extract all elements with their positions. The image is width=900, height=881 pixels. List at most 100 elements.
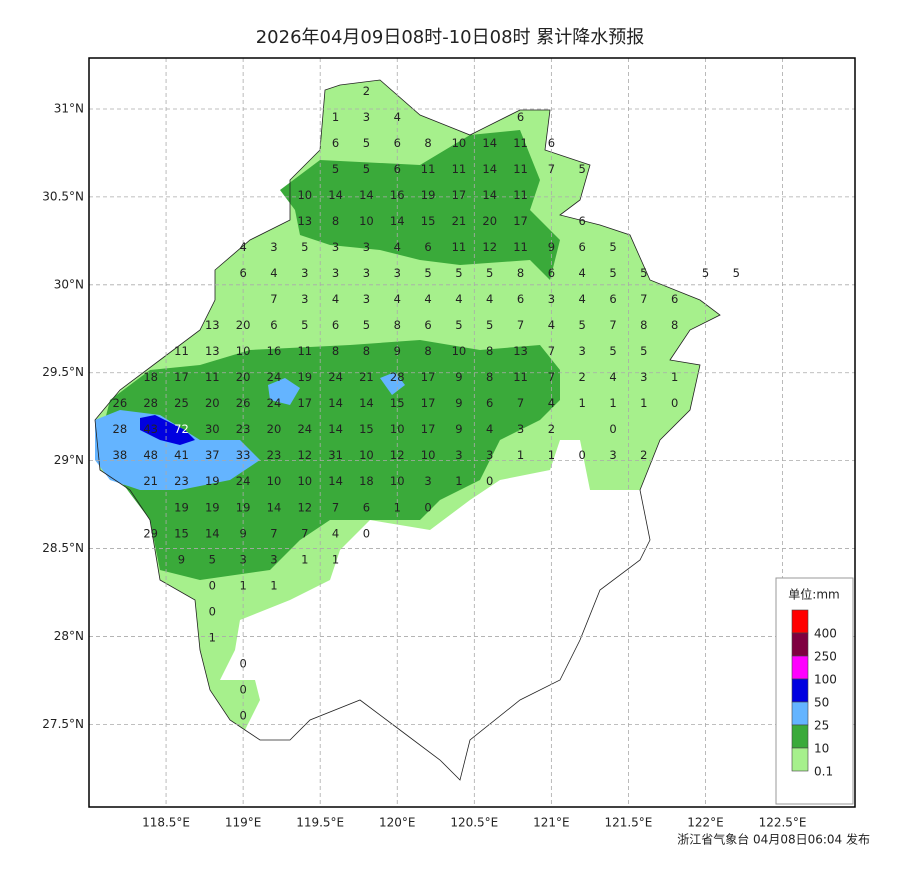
station-value: 17 (174, 370, 189, 384)
station-value: 5 (609, 344, 616, 358)
station-value: 24 (267, 396, 282, 410)
station-value: 0 (424, 500, 431, 514)
station-value: 15 (390, 396, 405, 410)
station-value: 1 (640, 396, 647, 410)
station-value: 6 (332, 136, 339, 150)
y-tick-label: 30.5°N (42, 189, 84, 203)
station-value: 11 (513, 136, 528, 150)
y-tick-label: 29°N (54, 453, 84, 467)
station-value: 3 (517, 422, 524, 436)
x-tick-label: 120°E (379, 816, 416, 830)
station-value: 6 (548, 136, 555, 150)
x-tick-label: 118.5°E (142, 816, 190, 830)
station-value: 6 (394, 136, 401, 150)
station-value: 8 (640, 318, 647, 332)
station-value: 19 (205, 474, 220, 488)
station-value: 3 (609, 448, 616, 462)
station-value: 16 (390, 188, 405, 202)
y-tick-label: 29.5°N (42, 365, 84, 379)
station-value: 7 (332, 500, 339, 514)
station-value: 21 (143, 474, 158, 488)
station-value: 1 (609, 396, 616, 410)
station-value: 3 (363, 266, 370, 280)
station-value: 7 (517, 318, 524, 332)
station-value: 4 (332, 292, 339, 306)
station-value: 3 (424, 474, 431, 488)
station-value: 8 (332, 214, 339, 228)
footer: 浙江省气象台 04月08日06:04 发布 (677, 832, 870, 847)
station-value: 38 (113, 448, 128, 462)
station-value: 15 (359, 422, 374, 436)
station-value: 11 (513, 188, 528, 202)
station-value: 6 (548, 266, 555, 280)
station-value: 11 (513, 240, 528, 254)
y-tick-label: 31°N (54, 101, 84, 115)
station-value: 10 (421, 448, 436, 462)
station-value: 24 (236, 474, 251, 488)
province-outline (94, 79, 721, 781)
station-value: 3 (332, 266, 339, 280)
station-value: 5 (363, 318, 370, 332)
station-value: 23 (174, 474, 189, 488)
station-value: 18 (143, 370, 158, 384)
station-value: 4 (486, 292, 493, 306)
station-value: 1 (517, 448, 524, 462)
station-value: 5 (609, 240, 616, 254)
station-value: 3 (455, 448, 462, 462)
station-value: 2 (548, 422, 555, 436)
station-value: 4 (455, 292, 462, 306)
legend-label: 250 (814, 650, 837, 664)
station-value: 6 (517, 110, 524, 124)
station-value: 17 (421, 422, 436, 436)
station-value: 14 (359, 396, 374, 410)
station-value: 26 (236, 396, 251, 410)
station-value: 4 (424, 292, 431, 306)
station-value: 29 (143, 526, 158, 540)
y-tick-label: 27.5°N (42, 717, 84, 731)
station-value: 37 (205, 448, 220, 462)
station-value: 8 (517, 266, 524, 280)
station-value: 11 (452, 240, 467, 254)
x-tick-label: 119.5°E (296, 816, 344, 830)
station-value: 6 (486, 396, 493, 410)
station-value: 5 (579, 162, 586, 176)
station-value: 48 (143, 448, 158, 462)
station-value: 5 (640, 266, 647, 280)
station-value: 7 (270, 292, 277, 306)
station-value: 10 (390, 474, 405, 488)
station-value: 8 (671, 318, 678, 332)
station-value: 4 (394, 110, 401, 124)
station-value: 7 (270, 526, 277, 540)
station-value: 6 (424, 318, 431, 332)
station-value: 13 (297, 214, 312, 228)
station-value: 17 (421, 396, 436, 410)
station-value: 0 (239, 708, 246, 722)
station-value: 5 (363, 162, 370, 176)
station-value: 24 (267, 370, 282, 384)
station-value: 5 (363, 136, 370, 150)
station-value: 10 (359, 214, 374, 228)
station-value: 3 (363, 240, 370, 254)
station-value: 5 (424, 266, 431, 280)
station-value: 2 (363, 84, 370, 98)
station-value: 1 (394, 500, 401, 514)
station-value: 10 (297, 474, 312, 488)
station-value: 9 (394, 344, 401, 358)
station-value: 6 (517, 292, 524, 306)
station-value: 3 (640, 370, 647, 384)
station-value: 13 (205, 344, 220, 358)
station-value: 14 (328, 422, 343, 436)
station-value: 11 (205, 370, 220, 384)
station-value: 9 (455, 396, 462, 410)
station-value: 6 (394, 162, 401, 176)
station-value: 19 (421, 188, 436, 202)
station-value: 4 (609, 370, 616, 384)
y-tick-label: 30°N (54, 277, 84, 291)
station-value: 23 (267, 448, 282, 462)
x-tick-label: 121.5°E (604, 816, 652, 830)
station-value: 9 (239, 526, 246, 540)
station-value: 1 (209, 630, 216, 644)
x-tick-label: 122°E (687, 816, 724, 830)
station-value: 19 (205, 500, 220, 514)
